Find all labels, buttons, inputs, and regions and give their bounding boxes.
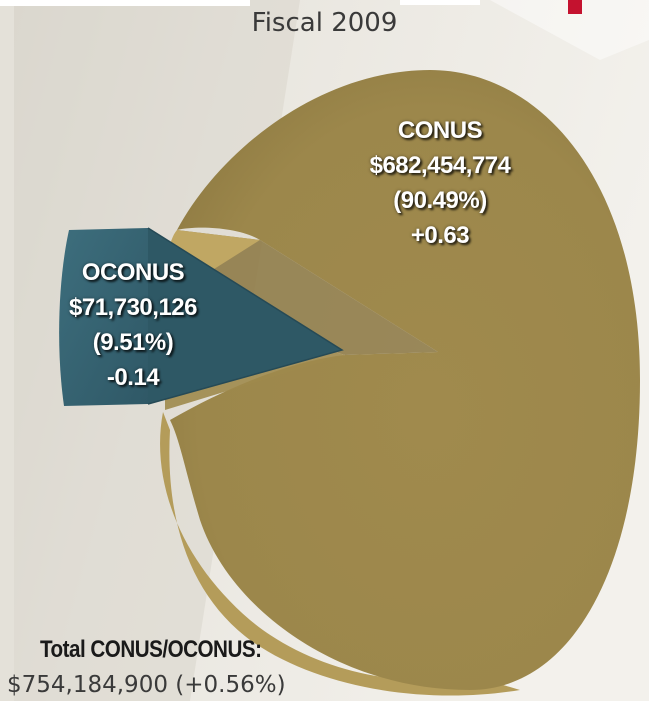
oconus-change: -0.14 <box>106 364 160 391</box>
conus-side-wall <box>160 412 521 696</box>
oconus-value: $71,730,126 <box>69 294 197 321</box>
oconus-percent: (9.51%) <box>92 329 174 356</box>
conus-wedge-face-top <box>165 230 438 355</box>
conus-name: CONUS <box>397 117 483 144</box>
chart-subtitle: Fiscal 2009 <box>251 8 398 38</box>
header-strip <box>0 0 649 14</box>
total-label: Total CONUS/OCONUS: <box>40 636 262 663</box>
accent-bar <box>568 0 582 14</box>
conus-change: +0.63 <box>410 222 470 249</box>
oconus-slice <box>59 228 148 406</box>
conus-slice <box>170 70 640 690</box>
oconus-side-face <box>148 228 342 404</box>
conus-value: $682,454,774 <box>369 152 511 179</box>
total-value: $754,184,900 (+0.56%) <box>7 672 286 698</box>
oconus-label: OCONUS $71,730,126 (9.51%) -0.14 <box>48 255 218 395</box>
conus-label: CONUS $682,454,774 (90.49%) +0.63 <box>345 113 535 253</box>
oconus-name: OCONUS <box>81 259 185 286</box>
conus-percent: (90.49%) <box>393 187 487 214</box>
